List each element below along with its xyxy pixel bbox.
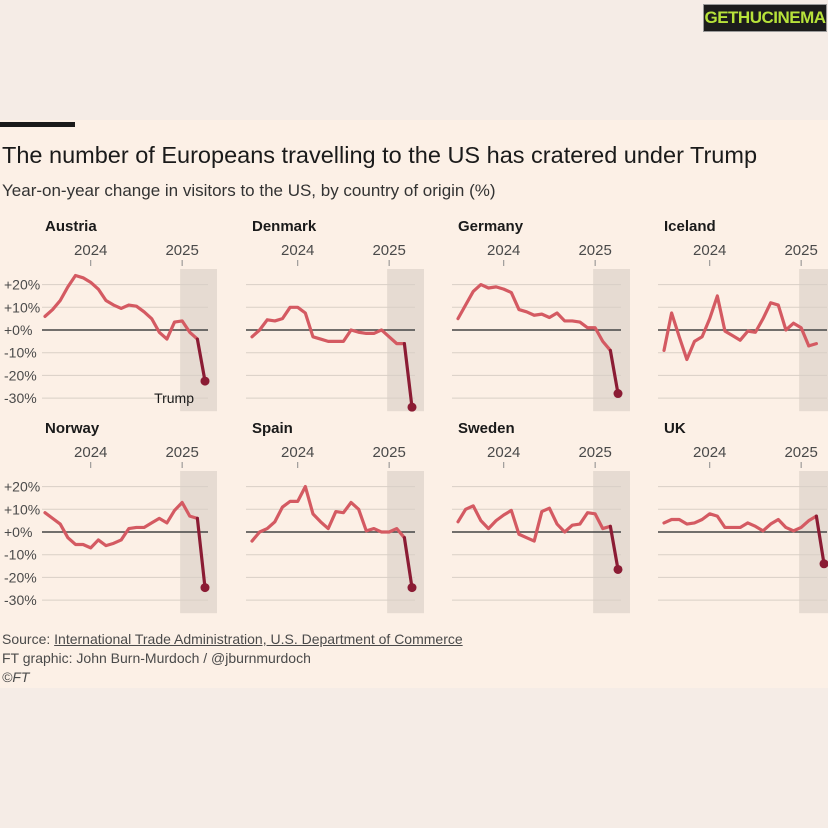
panel-title-iceland: Iceland (664, 218, 716, 235)
series-line-germany (456, 283, 612, 353)
latest-value-dot-spain (407, 583, 417, 593)
x-tick-label-austria: 2025 (165, 242, 198, 259)
source-label: Source: (2, 631, 55, 647)
x-tick-label-germany: 2024 (487, 242, 520, 259)
series-line-spain (250, 485, 406, 543)
y-tick-label: -20% (4, 569, 37, 585)
panel-title-spain: Spain (252, 420, 293, 437)
y-tick-label: -30% (4, 592, 37, 608)
watermark-logo: GETHUCINEMA (704, 8, 826, 27)
y-tick-label: +0% (4, 524, 32, 540)
latest-value-dot-germany (613, 389, 623, 399)
panel-title-austria: Austria (45, 218, 97, 235)
y-tick-label: +0% (4, 322, 32, 338)
x-tick-label-denmark: 2024 (281, 242, 314, 259)
y-tick-label: +20% (4, 277, 40, 293)
bottom-background (0, 688, 828, 828)
final-segment-denmark (402, 342, 414, 409)
source-note: Source: International Trade Administrati… (2, 630, 463, 649)
final-segment-norway (195, 516, 207, 590)
chart-subtitle: Year-on-year change in visitors to the U… (2, 181, 496, 200)
x-tick-label-uk: 2024 (693, 444, 726, 461)
trump-period-shade-germany (593, 268, 630, 412)
annotation-trump: Trump (154, 390, 194, 406)
panel-title-uk: UK (664, 420, 686, 437)
trump-period-shade-uk (799, 470, 828, 614)
y-tick-label: -20% (4, 367, 37, 383)
panel-title-sweden: Sweden (458, 420, 515, 437)
y-tick-label: -30% (4, 390, 37, 406)
final-segment-austria (195, 337, 207, 383)
panel-title-norway: Norway (45, 420, 100, 437)
series-line-sweden (456, 504, 612, 543)
y-tick-label: +10% (4, 501, 40, 517)
x-tick-label-iceland: 2025 (784, 242, 817, 259)
y-tick-label: -10% (4, 345, 37, 361)
series-line-denmark (250, 305, 406, 346)
chart-title: The number of Europeans travelling to th… (2, 142, 758, 168)
x-tick-label-sweden: 2025 (578, 444, 611, 461)
x-tick-label-norway: 2024 (74, 444, 107, 461)
latest-value-dot-austria (200, 376, 210, 386)
source-link[interactable]: International Trade Administration, U.S.… (54, 631, 463, 647)
x-tick-label-iceland: 2024 (693, 242, 726, 259)
panel-title-germany: Germany (458, 218, 524, 235)
panel-title-denmark: Denmark (252, 218, 317, 235)
x-tick-label-denmark: 2025 (372, 242, 405, 259)
latest-value-dot-denmark (407, 402, 417, 412)
final-segment-germany (608, 348, 620, 396)
x-tick-label-uk: 2025 (784, 444, 817, 461)
final-segment-uk (814, 514, 826, 566)
x-tick-label-germany: 2025 (578, 242, 611, 259)
final-segment-spain (402, 536, 414, 590)
watermark-badge: GETHUCINEMA (703, 4, 827, 32)
latest-value-dot-uk (819, 559, 828, 569)
series-line-uk (662, 512, 818, 533)
y-tick-label: +10% (4, 299, 40, 315)
latest-value-dot-sweden (613, 564, 623, 574)
y-tick-label: +20% (4, 479, 40, 495)
graphic-credit: FT graphic: John Burn-Murdoch / @jburnmu… (2, 650, 311, 666)
final-segment-sweden (608, 524, 620, 572)
x-tick-label-norway: 2025 (165, 444, 198, 461)
chart-card: The number of Europeans travelling to th… (0, 120, 828, 688)
x-tick-label-spain: 2025 (372, 444, 405, 461)
latest-value-dot-norway (200, 583, 210, 593)
final-segment-iceland (807, 342, 818, 348)
trump-period-shade-iceland (799, 268, 828, 412)
x-tick-label-austria: 2024 (74, 242, 107, 259)
series-line-iceland (662, 294, 811, 362)
x-tick-label-sweden: 2024 (487, 444, 520, 461)
y-tick-label: -10% (4, 547, 37, 563)
x-tick-label-spain: 2024 (281, 444, 314, 461)
ft-accent-bar (0, 122, 75, 127)
top-background: GETHUCINEMA (0, 0, 828, 120)
copyright-note: ©FT (2, 669, 30, 685)
